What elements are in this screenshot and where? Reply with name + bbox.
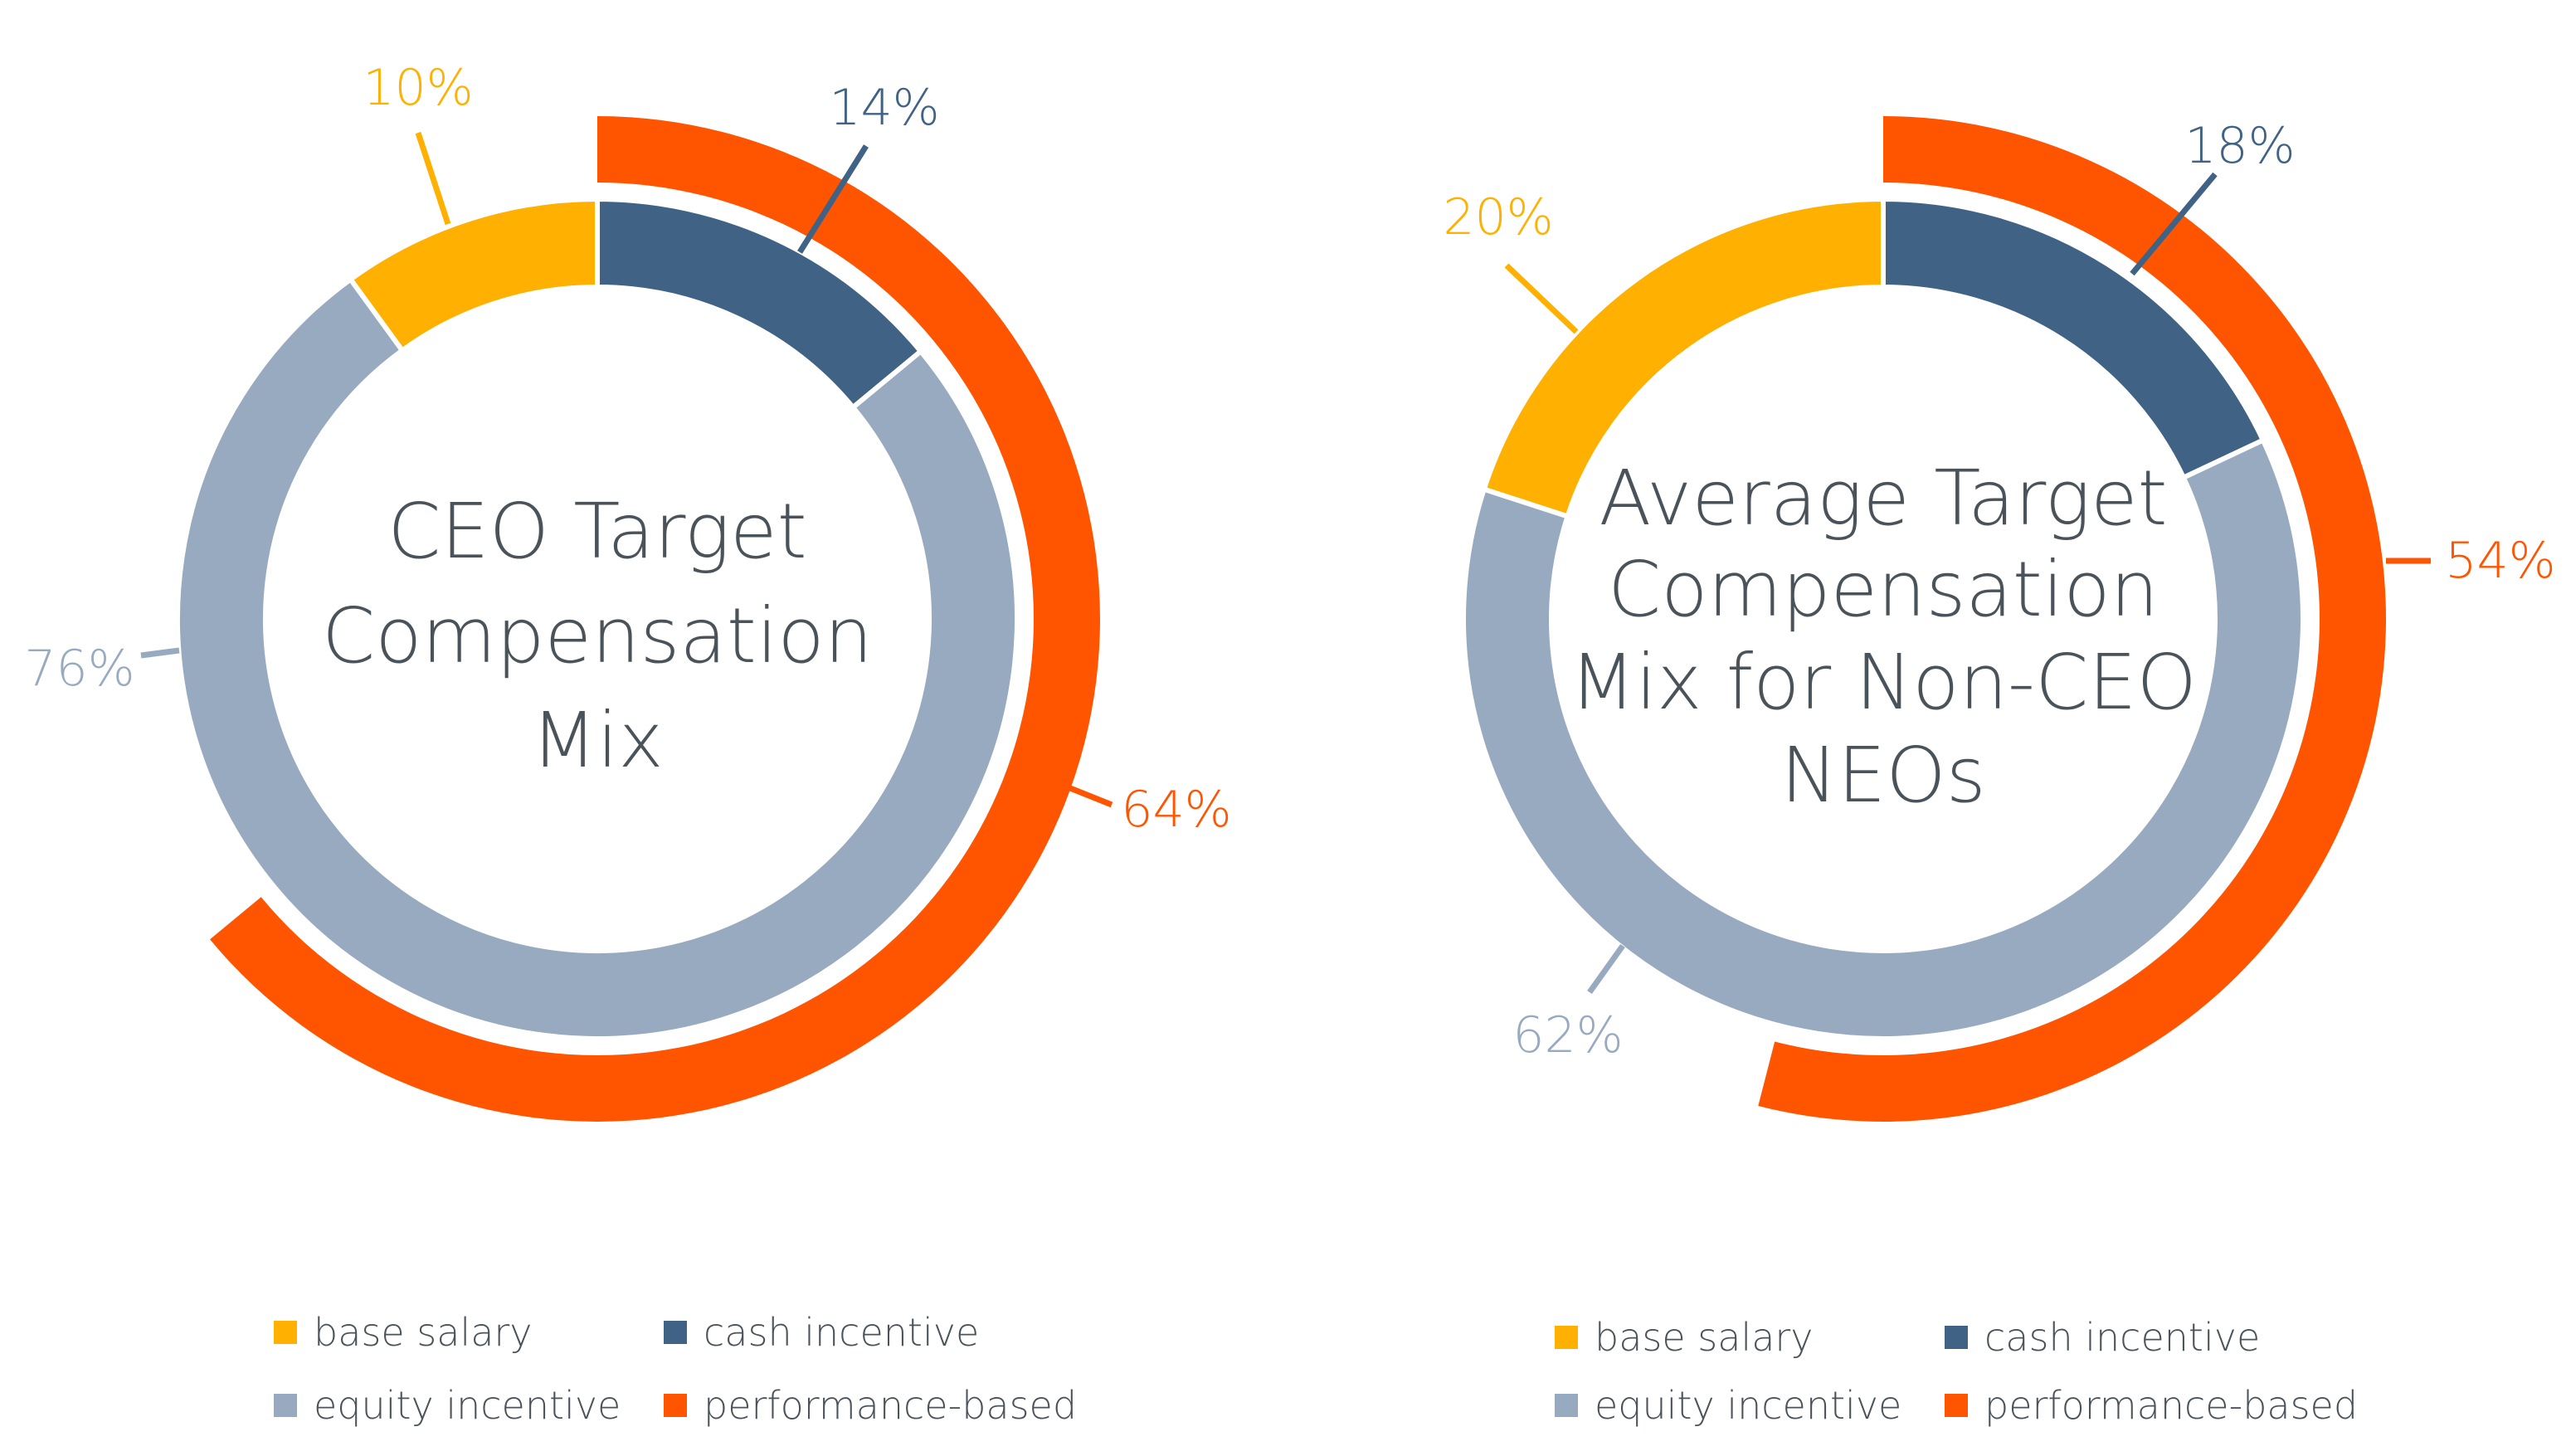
chart-title-line: Compensation [322, 592, 873, 680]
data-label-cash-incentive: 14% [829, 79, 939, 137]
leader-line [1069, 785, 1113, 808]
legend-label: equity incentive [314, 1383, 621, 1428]
legend-swatch [1945, 1394, 1968, 1417]
legend-label: performance-based [1984, 1383, 2358, 1428]
legend-item-base-salary: base salary [274, 1310, 533, 1355]
data-label-equity-incentive: 62% [1512, 1006, 1623, 1064]
legend-item-equity-incentive: equity incentive [1555, 1383, 1901, 1428]
data-label-equity-incentive: 76% [24, 640, 134, 698]
legend-label: cash incentive [704, 1310, 979, 1355]
ring-segment-equity-incentive [1461, 436, 2306, 1041]
legend-item-equity-incentive: equity incentive [274, 1383, 621, 1428]
chart-title-line: CEO Target [387, 487, 806, 576]
legend-swatch [274, 1394, 297, 1417]
leader-line [1504, 263, 1579, 334]
chart-title-line: Compensation [1608, 545, 2159, 634]
ring-segment-equity-incentive [175, 275, 1020, 1041]
chart-title-line: Mix for Non-CEO [1570, 638, 2197, 727]
legend-item-cash-incentive: cash incentive [664, 1310, 979, 1355]
legend-item-performance-based: performance-based [1945, 1383, 2358, 1428]
legend-label: equity incentive [1595, 1383, 1901, 1428]
legend-swatch [664, 1394, 687, 1417]
chart-2: 18% 62% 20% 54% Average TargetCompensationMi… [1443, 116, 2556, 1428]
legend-swatch [1945, 1326, 1968, 1349]
legend-item-base-salary: base salary [1555, 1315, 1814, 1360]
leader-line [415, 131, 451, 226]
outer-arc-performance-based [210, 116, 1100, 1122]
leader-line [140, 647, 180, 659]
legend-swatch [664, 1321, 687, 1344]
legend-label: base salary [1595, 1315, 1814, 1360]
legend-label: performance-based [704, 1383, 1077, 1428]
leader-line [1587, 943, 1625, 995]
data-label-cash-incentive: 18% [2184, 117, 2295, 175]
legend-swatch [274, 1321, 297, 1344]
data-label-base-salary: 10% [363, 59, 473, 117]
chart-title-line: NEOs [1780, 731, 1985, 820]
legend-label: cash incentive [1984, 1315, 2260, 1360]
data-label-base-salary: 20% [1443, 188, 1553, 246]
chart-title-line: Average Target [1599, 454, 2167, 543]
data-label-performance-based: 64% [1121, 781, 1231, 839]
ring-segment-base-salary [1480, 196, 1886, 520]
chart-1: 14% 76% 10% 64% CEO Target Compensation Mix bas… [24, 59, 1231, 1428]
legend-swatch [1555, 1394, 1578, 1417]
legend-item-cash-incentive: cash incentive [1945, 1315, 2260, 1360]
leader-line [797, 144, 869, 254]
leader-line [2130, 172, 2218, 276]
legend-label: base salary [314, 1310, 533, 1355]
legend-item-performance-based: performance-based [664, 1383, 1077, 1428]
chart-title-line: Mix [531, 696, 663, 785]
data-label-performance-based: 54% [2445, 532, 2555, 590]
ring-segment-base-salary [347, 196, 600, 354]
legend-swatch [1555, 1326, 1578, 1349]
